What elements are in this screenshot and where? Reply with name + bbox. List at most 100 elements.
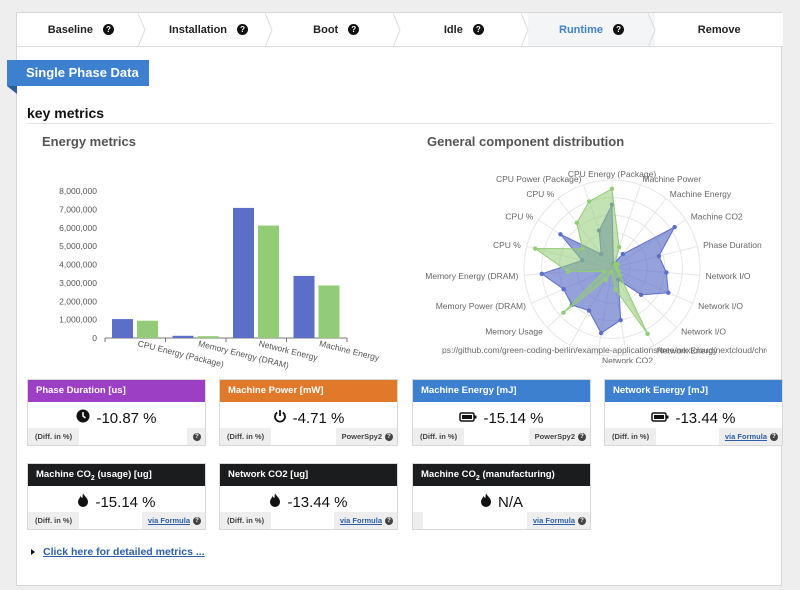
help-icon[interactable]: ? — [193, 432, 201, 441]
radar-point[interactable] — [656, 253, 662, 259]
formula-link[interactable]: via Formula — [339, 516, 382, 525]
y-tick-label: 2,000,000 — [59, 296, 97, 306]
card-value: -13.44 % — [675, 409, 736, 427]
radar-point[interactable] — [664, 270, 669, 275]
radar-axis-label: CPU % — [505, 212, 533, 222]
help-icon[interactable]: ? — [385, 432, 393, 441]
formula-link[interactable]: via Formula — [724, 432, 767, 441]
bar[interactable] — [112, 319, 133, 338]
radar-point[interactable] — [609, 270, 614, 275]
y-tick-label: 0 — [92, 333, 97, 343]
card-title-subscript: 2 — [475, 474, 480, 482]
radar-point[interactable] — [533, 246, 538, 251]
card-source: via Formula? — [333, 512, 397, 529]
radar-point[interactable] — [603, 277, 608, 282]
card-footer: (Diff. in %) via Formula? — [220, 512, 397, 529]
metric-card: Machine Power [mW] -4.71 % (Diff. in %) Pow… — [219, 379, 398, 446]
card-header: Machine CO2 (manufacturing) — [413, 464, 590, 486]
energy-bar-chart: 0 1,000,000 2,000,000 3,000,000 4,000,000 5,0… — [59, 186, 381, 370]
flame-icon — [480, 493, 492, 511]
diff-label: (Diff. in %) — [605, 428, 657, 445]
tab-baseline[interactable]: Baseline? — [17, 13, 146, 47]
help-icon[interactable]: ? — [237, 24, 249, 35]
tab-runtime[interactable]: Runtime? — [527, 13, 656, 47]
tab-installation[interactable]: Installation? — [144, 13, 273, 47]
formula-link[interactable]: via Formula — [147, 516, 190, 525]
x-tick-label: Machine Energy — [318, 338, 381, 363]
radar-axis-label: Network Energy — [657, 346, 718, 356]
phase-panel: Baseline? Installation? Boot? Idle? Runtime?… — [7, 12, 784, 586]
card-title: Machine Power [mW] — [228, 385, 324, 396]
card-title-tail: (usage) [ug] — [94, 469, 152, 480]
tab-remove[interactable]: Remove — [655, 13, 784, 46]
help-icon[interactable]: ? — [578, 432, 586, 441]
radar-point[interactable] — [666, 290, 671, 295]
radar-point[interactable] — [586, 308, 592, 313]
tab-boot[interactable]: Boot? — [272, 13, 401, 47]
bar[interactable] — [293, 275, 315, 338]
radar-point[interactable] — [616, 244, 622, 250]
diff-label: (Diff. in %) — [28, 428, 80, 445]
bar[interactable] — [137, 320, 158, 338]
card-value: -10.87 % — [96, 409, 157, 427]
diff-label: (Diff. in %) — [220, 512, 272, 529]
bar[interactable] — [233, 207, 254, 338]
diff-label: (Diff. in %) — [28, 512, 80, 529]
radar-point[interactable] — [672, 224, 677, 230]
radar-point[interactable] — [638, 292, 644, 298]
formula-link[interactable]: via Formula — [532, 516, 575, 525]
detailed-metrics-link[interactable]: Click here for detailed metrics ... — [43, 546, 205, 558]
radar-point[interactable] — [617, 272, 622, 278]
bar[interactable] — [258, 225, 279, 338]
help-icon[interactable]: ? — [578, 516, 586, 525]
help-icon[interactable]: ? — [348, 24, 360, 35]
radar-point[interactable] — [613, 287, 618, 292]
help-icon[interactable]: ? — [770, 432, 778, 441]
card-value: -4.71 % — [292, 409, 345, 427]
card-value-row: -10.87 % — [28, 406, 205, 430]
card-source: PowerSpy2? — [335, 428, 397, 445]
card-footer: (Diff. in %)? — [28, 428, 205, 445]
card-header: Network Energy [mJ] — [605, 380, 782, 402]
card-footer: (Diff. in %) via Formula? — [605, 428, 782, 445]
radar-point[interactable] — [580, 246, 585, 251]
radar-point[interactable] — [558, 232, 563, 237]
help-icon[interactable]: ? — [193, 516, 201, 525]
radar-point[interactable] — [620, 251, 626, 257]
radar-axis-label: CPU % — [526, 189, 554, 199]
card-header: Machine CO2 (usage) [ug] — [28, 464, 205, 486]
help-icon[interactable]: ? — [385, 516, 393, 525]
metric-card: Machine Energy [mJ] -15.14 % (Diff. in %) P… — [412, 379, 591, 446]
card-header: Machine Energy [mJ] — [413, 380, 590, 402]
radar-point[interactable] — [645, 331, 650, 336]
radar-point[interactable] — [539, 271, 545, 277]
clock-icon — [76, 409, 90, 427]
radar-axis-label: ps://github.com/green-coding-berlin/exam… — [442, 362, 767, 363]
radar-point[interactable] — [598, 330, 604, 336]
radar-point[interactable] — [561, 287, 566, 292]
radar-axis-label: Memory Power (DRAM) — [436, 301, 526, 311]
bar[interactable] — [197, 336, 219, 338]
radar-point[interactable] — [565, 269, 571, 274]
radar-point[interactable] — [616, 268, 621, 274]
radar-point[interactable] — [601, 269, 607, 274]
radar-axis-label: Memory Energy (DRAM) — [425, 271, 518, 281]
help-icon[interactable]: ? — [472, 24, 484, 35]
card-header: Machine Power [mW] — [220, 380, 397, 402]
battery-icon — [651, 410, 669, 427]
bar[interactable] — [318, 285, 340, 338]
help-icon[interactable]: ? — [613, 24, 625, 35]
card-value-row: -15.14 % — [413, 406, 590, 430]
radar-axis-label: CPU Power (Package) — [496, 174, 582, 184]
radar-point[interactable] — [618, 317, 623, 323]
radar-point[interactable] — [574, 220, 580, 226]
y-tick-label: 5,000,000 — [59, 241, 97, 251]
radar-point[interactable] — [561, 310, 566, 315]
help-icon[interactable]: ? — [102, 24, 114, 35]
card-source: via Formula? — [718, 428, 782, 445]
bar[interactable] — [172, 335, 194, 338]
radar-point[interactable] — [609, 186, 615, 191]
detailed-metrics-toggle[interactable]: Click here for detailed metrics ... — [31, 546, 205, 558]
tab-idle[interactable]: Idle? — [400, 13, 529, 47]
radar-point[interactable] — [586, 199, 592, 204]
